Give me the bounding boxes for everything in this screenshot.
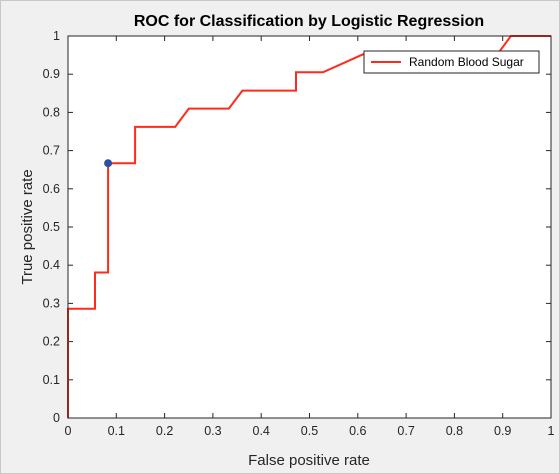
plot-frame [67,35,552,419]
y-tick-label: 0.7 [43,144,60,158]
y-tick-label: 0.5 [43,220,60,234]
x-tick-label: 0.4 [253,424,270,438]
x-tick-label: 0.7 [397,424,414,438]
y-tick-label: 0.3 [43,296,60,310]
x-tick-label: 0.9 [494,424,511,438]
legend: Random Blood Sugar [363,50,540,74]
operating-point-marker [104,159,113,168]
x-tick-label: 0.6 [349,424,366,438]
x-tick-label: 0.3 [204,424,221,438]
x-tick-label: 0.8 [446,424,463,438]
y-tick-label: 1 [53,29,60,43]
plot-area [68,36,551,418]
legend-label: Random Blood Sugar [409,55,524,69]
y-tick-label: 0.1 [43,373,60,387]
x-tick-label: 1 [548,424,555,438]
y-tick-label: 0 [53,411,60,425]
y-tick-label: 0.2 [43,335,60,349]
x-tick-label: 0.5 [301,424,318,438]
legend-box [363,50,540,74]
chart-title: ROC for Classification by Logistic Regre… [134,13,484,30]
x-tick-label: 0.1 [108,424,125,438]
x-axis-label: False positive rate [248,452,370,469]
x-tick-label: 0 [65,424,72,438]
x-tick-label: 0.2 [156,424,173,438]
y-tick-label: 0.6 [43,182,60,196]
y-tick-label: 0.4 [43,258,60,272]
y-tick-label: 0.9 [43,67,60,81]
y-axis-label: True positive rate [19,169,36,284]
y-tick-label: 0.8 [43,105,60,119]
